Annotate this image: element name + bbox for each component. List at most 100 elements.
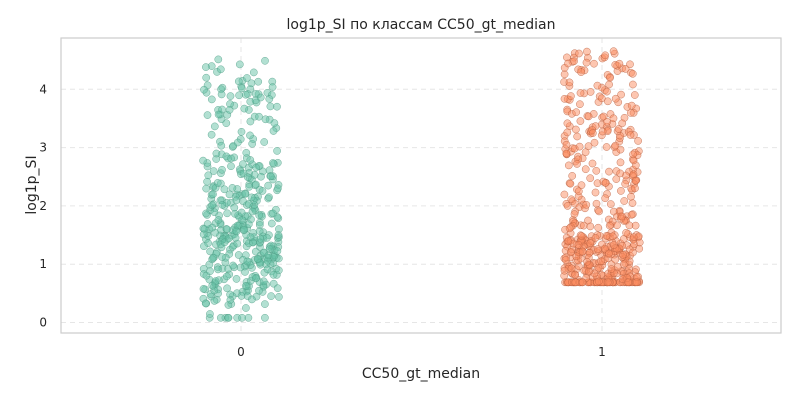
data-point [243,173,252,182]
data-point [218,201,227,209]
chart-title: log1p_SI по классам CC50_gt_median [287,17,556,33]
data-point [210,208,219,217]
data-point [237,84,246,93]
data-point [564,161,573,170]
data-point [252,180,260,189]
data-point [567,264,576,273]
data-point [609,241,618,249]
data-point [586,239,595,248]
data-point [256,93,265,102]
data-point [560,266,569,275]
data-point [202,209,210,218]
x-axis-label: CC50_gt_median [362,366,480,382]
data-point [629,248,637,257]
data-point [237,127,246,136]
data-point [255,221,264,229]
data-point [572,108,581,117]
data-point [598,127,607,136]
data-point [243,74,251,82]
data-point [202,73,211,82]
data-point [209,254,217,262]
data-point [248,207,257,216]
data-point [563,119,572,128]
data-point [611,94,620,103]
data-point [584,267,593,276]
data-point [586,174,595,183]
data-point [247,193,256,202]
data-point [241,90,250,99]
data-point [562,140,571,149]
data-point [626,131,635,139]
data-point [564,237,573,245]
data-point [208,281,217,290]
data-point [570,57,578,66]
data-point [578,247,587,256]
y-tick-label: 2 [39,199,47,213]
data-point [206,247,214,256]
data-point [618,241,627,250]
data-point [199,230,208,239]
data-point [203,177,211,186]
data-point [261,300,269,308]
data-point [254,77,263,86]
data-point [570,210,579,218]
data-point [601,194,610,203]
data-point [617,187,625,195]
data-point [606,200,615,208]
data-point [612,175,621,183]
data-point [609,47,618,56]
data-point [236,263,245,272]
data-point [576,100,584,109]
data-point [594,263,603,272]
data-point [616,169,625,178]
data-point [224,313,233,322]
data-point [228,184,237,192]
data-point [210,297,219,305]
data-point [244,220,253,229]
data-point [601,179,610,187]
data-point [573,132,582,141]
data-point [222,119,231,128]
data-point [588,159,597,168]
data-point [248,295,256,304]
data-point [635,238,644,247]
data-point [218,165,226,174]
data-point [246,156,255,164]
data-point [567,195,576,204]
data-point [582,200,591,209]
data-point [255,211,264,220]
data-point [616,158,625,167]
data-point [265,193,273,202]
data-point [235,91,243,100]
data-point [214,55,223,64]
data-point [239,160,247,169]
data-point [606,73,614,82]
data-point [200,85,208,94]
data-point [206,310,214,318]
data-point [629,80,637,89]
data-point [241,282,250,290]
data-point [618,212,626,221]
plot-frame [60,37,782,334]
data-point [620,197,629,205]
data-point [266,102,275,111]
data-point [619,260,628,269]
data-point [629,233,638,242]
data-point [622,228,630,237]
data-point [261,115,270,124]
data-point [214,265,222,274]
data-point [237,208,246,217]
data-point [603,118,611,126]
data-point [629,150,637,159]
data-point [242,148,251,157]
data-point [229,261,237,270]
data-point [634,137,642,145]
y-axis-label: log1p_SI [24,155,40,214]
data-point [590,138,599,147]
data-point [576,117,585,125]
data-point [268,83,277,91]
data-point [264,181,273,190]
data-point [267,172,275,181]
data-point [223,225,231,234]
data-point [224,234,233,243]
